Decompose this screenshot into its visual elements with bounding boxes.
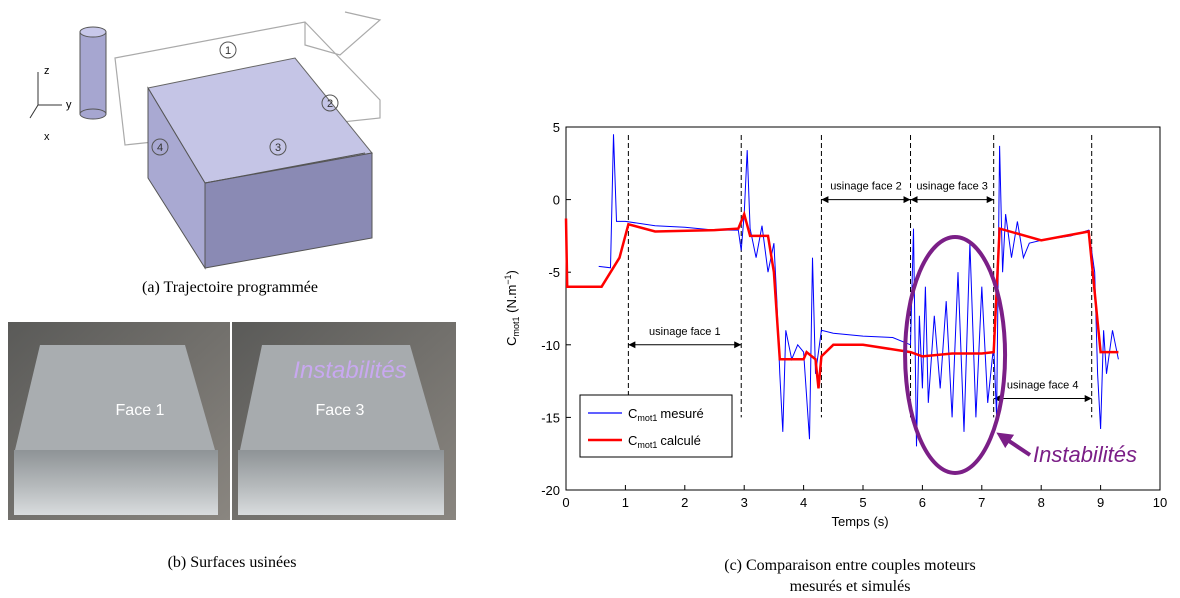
- legend-symbol-sub: mot1: [637, 440, 657, 450]
- annotation: Instabilités: [1033, 442, 1137, 467]
- x-tick-label: 8: [1038, 495, 1045, 510]
- panel-b: Face 1 Face 3 Instabilités (b) Surfaces …: [8, 322, 456, 571]
- marker-circle: [269, 138, 287, 156]
- y-axis-label: Cmot1 (N.m−1): [503, 270, 521, 346]
- axis-label: x: [44, 131, 50, 143]
- legend-symbol: C: [628, 406, 637, 421]
- y-tick-label: 5: [553, 120, 560, 135]
- legend-label: Cmot1 mesuré: [628, 406, 704, 423]
- y-tick-label: -15: [541, 410, 560, 425]
- legend-label: Cmot1 calculé: [628, 433, 701, 450]
- x-tick-label: 1: [622, 495, 629, 510]
- part-front: [238, 450, 444, 515]
- x-tick-label: 3: [741, 495, 748, 510]
- face-label: Face 3: [316, 402, 365, 419]
- series-line: [564, 210, 1119, 389]
- x-tick-label: 7: [978, 495, 985, 510]
- part-top: [15, 345, 215, 450]
- edge: [204, 152, 366, 184]
- phase-label: usinage face 3: [916, 181, 988, 193]
- marker-circle: [321, 94, 339, 112]
- legend-name: calculé: [660, 433, 700, 448]
- tool-bottom: [79, 108, 107, 120]
- y-tick-label: -10: [541, 338, 560, 353]
- chart: Temps (s) Cmot1 (N.m−1) (c) Comparaison …: [503, 120, 1167, 595]
- y-tick-label: -5: [548, 265, 560, 280]
- highlight: [903, 234, 1008, 475]
- part-front: [14, 450, 218, 515]
- phase-label: usinage face 4: [1007, 380, 1079, 392]
- marker-circle: [151, 138, 169, 156]
- marker: 1: [225, 45, 231, 57]
- axes-icon: [29, 72, 62, 119]
- phase-label: usinage face 1: [649, 326, 721, 338]
- y-tick-label: -20: [541, 483, 560, 498]
- face-label: Face 1: [116, 402, 165, 419]
- x-tick-label: 5: [859, 495, 866, 510]
- x-tick-label: 6: [919, 495, 926, 510]
- trajectory: [114, 11, 382, 146]
- box-side: [147, 86, 206, 270]
- caption: (c) Comparaison entre couples moteurs: [724, 557, 975, 574]
- legend-symbol-sub: mot1: [637, 413, 657, 423]
- x-tick-label: 10: [1153, 495, 1167, 510]
- tool: [79, 31, 107, 115]
- caption: (a) Trajectoire programmée: [142, 279, 318, 296]
- y-tick-label: 0: [553, 193, 560, 208]
- phase-label: usinage face 2: [830, 181, 902, 193]
- marker: 4: [157, 142, 163, 154]
- x-axis-label: Temps (s): [831, 514, 888, 529]
- marker-circle: [219, 41, 237, 59]
- legend-box: [579, 394, 733, 458]
- marker: 2: [327, 98, 333, 110]
- x-tick-label: 0: [562, 495, 569, 510]
- x-tick-label: 2: [681, 495, 688, 510]
- part-top: [240, 345, 440, 450]
- x-tick-label: 9: [1097, 495, 1104, 510]
- caption: (b) Surfaces usinées: [168, 554, 297, 571]
- annotation-arrow: [996, 432, 1032, 457]
- panel-a: z y x 1 2 3 4 (a) Trajectoire programmée: [0, 0, 400, 296]
- tool-top: [79, 26, 107, 38]
- axis-label: z: [44, 65, 50, 77]
- annotation: Instabilités: [293, 357, 406, 384]
- legend-symbol: C: [628, 433, 637, 448]
- x-tick-label: 4: [800, 495, 807, 510]
- caption: mesurés et simulés: [790, 578, 911, 595]
- series-line: [598, 134, 1119, 447]
- marker: 3: [275, 142, 281, 154]
- axis-label: y: [66, 99, 72, 111]
- legend-name: mesuré: [660, 406, 703, 421]
